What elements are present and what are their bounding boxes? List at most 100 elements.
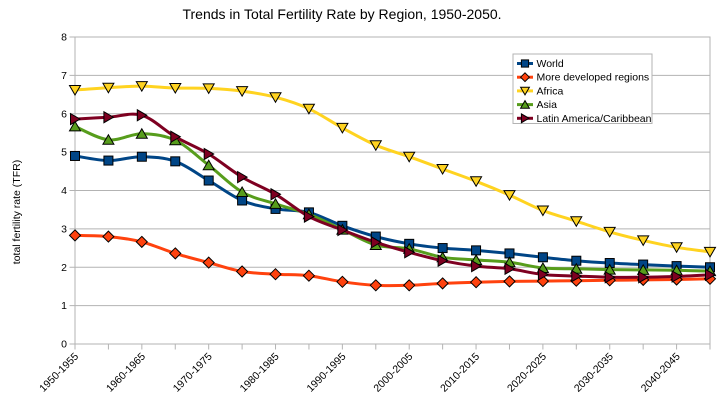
legend-item-africa: Africa: [517, 85, 564, 97]
legend-label: Latin America/Caribbean: [537, 113, 652, 125]
y-tick-label: 5: [61, 147, 67, 159]
marker-more-developed-regions: [402, 279, 416, 292]
marker-more-developed-regions: [68, 229, 82, 242]
legend-marker: [519, 72, 531, 83]
y-tick-label: 3: [61, 223, 67, 235]
marker-africa: [536, 205, 550, 217]
marker-latin-america-caribbean: [337, 223, 349, 237]
marker-latin-america-caribbean: [504, 262, 516, 276]
marker-asia: [135, 127, 149, 139]
marker-latin-america-caribbean: [571, 269, 583, 283]
marker-latin-america-caribbean: [604, 270, 616, 284]
x-tick-label: 1960-1965: [104, 351, 148, 395]
marker-africa: [336, 122, 349, 134]
y-tick-label: 7: [61, 70, 67, 82]
legend-marker: [519, 99, 531, 109]
y-tick-label: 0: [61, 339, 67, 351]
marker-africa: [436, 164, 449, 175]
series-more-developed-regions: [68, 229, 717, 292]
x-tick-label: 1950-1955: [37, 351, 81, 395]
marker-more-developed-regions: [235, 265, 249, 278]
marker-africa: [703, 246, 717, 258]
marker-world: [203, 175, 214, 186]
x-tick-label: 2010-2015: [438, 351, 482, 395]
marker-more-developed-regions: [469, 275, 483, 289]
marker-world: [471, 245, 482, 256]
legend-marker: [520, 59, 530, 68]
chart-title: Trends in Total Fertility Rate by Region…: [182, 6, 501, 22]
y-tick-label: 1: [61, 300, 67, 312]
marker-latin-america-caribbean: [203, 147, 215, 161]
marker-latin-america-caribbean: [270, 187, 282, 201]
marker-world: [70, 150, 80, 161]
legend-box: [512, 53, 653, 124]
marker-africa: [202, 83, 216, 95]
x-tick-label: 1970-1975: [171, 351, 215, 395]
marker-africa: [670, 242, 683, 254]
marker-asia: [202, 159, 216, 171]
legend-item-world: World: [517, 58, 564, 70]
marker-latin-america-caribbean: [103, 110, 115, 124]
legend-item-latin-america-caribbean: Latin America/Caribbean: [517, 113, 652, 125]
marker-africa: [636, 235, 650, 247]
marker-africa: [402, 151, 416, 163]
marker-africa: [235, 86, 249, 98]
marker-africa: [569, 216, 583, 228]
marker-more-developed-regions: [135, 235, 149, 249]
marker-world: [136, 151, 147, 162]
series-latin-america-caribbean: [70, 108, 716, 284]
legend-label: More developed regions: [537, 72, 650, 84]
marker-latin-america-caribbean: [70, 112, 81, 126]
marker-world: [170, 156, 181, 167]
legend-item-more-developed-regions: More developed regions: [517, 72, 649, 84]
marker-world: [537, 252, 548, 263]
marker-more-developed-regions: [269, 267, 282, 281]
marker-more-developed-regions: [302, 269, 316, 282]
x-tick-label: 2040-2045: [639, 351, 683, 395]
y-tick-label: 6: [61, 108, 67, 120]
legend-marker: [519, 86, 531, 96]
marker-africa: [102, 82, 115, 94]
y-tick-label: 8: [61, 32, 67, 44]
marker-latin-america-caribbean: [370, 235, 382, 249]
marker-latin-america-caribbean: [136, 108, 148, 122]
marker-more-developed-regions: [503, 275, 516, 288]
series-africa: [68, 81, 717, 258]
marker-more-developed-regions: [369, 279, 383, 292]
y-tick-label: 4: [61, 185, 67, 197]
marker-latin-america-caribbean: [537, 268, 549, 281]
marker-world: [103, 155, 114, 166]
marker-asia: [269, 197, 282, 209]
series-line-asia: [73, 124, 712, 273]
legend-item-asia: Asia: [517, 99, 557, 111]
marker-latin-america-caribbean: [471, 259, 483, 273]
marker-africa: [135, 81, 149, 93]
marker-more-developed-regions: [202, 256, 215, 269]
marker-latin-america-caribbean: [404, 245, 416, 259]
legend-marker: [520, 113, 530, 124]
marker-asia: [68, 120, 82, 132]
legend-label: Africa: [537, 85, 564, 97]
marker-latin-america-caribbean: [237, 170, 249, 184]
x-tick-label: 2020-2025: [505, 351, 549, 395]
series-asia: [68, 120, 717, 277]
marker-latin-america-caribbean: [671, 270, 683, 283]
marker-africa: [603, 226, 617, 238]
series-group: [68, 81, 717, 292]
marker-africa: [469, 176, 483, 188]
legend-label: World: [537, 58, 564, 70]
marker-asia: [102, 133, 115, 145]
marker-more-developed-regions: [102, 230, 115, 243]
legend-label: Asia: [537, 99, 558, 111]
marker-africa: [68, 85, 82, 96]
marker-latin-america-caribbean: [638, 270, 650, 284]
marker-latin-america-caribbean: [437, 254, 449, 268]
marker-more-developed-regions: [336, 275, 349, 289]
marker-latin-america-caribbean: [705, 268, 716, 282]
marker-africa: [302, 103, 316, 115]
marker-more-developed-regions: [436, 277, 449, 290]
marker-africa: [503, 190, 516, 202]
